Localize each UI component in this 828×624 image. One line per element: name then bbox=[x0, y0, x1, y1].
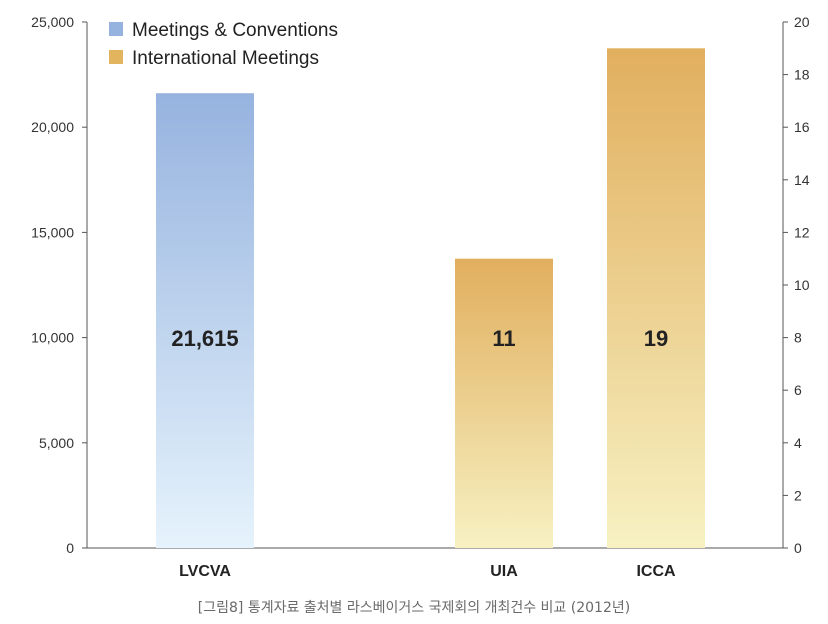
x-tick-label: UIA bbox=[490, 563, 518, 580]
right-tick-label: 20 bbox=[794, 14, 810, 30]
right-tick-label: 10 bbox=[794, 277, 810, 293]
bar-value-label: 19 bbox=[644, 326, 668, 351]
legend-swatch bbox=[109, 22, 123, 36]
legend-label: International Meetings bbox=[132, 48, 319, 69]
right-tick-label: 4 bbox=[794, 435, 802, 451]
bar bbox=[607, 48, 705, 549]
bar bbox=[156, 93, 254, 548]
right-tick-label: 6 bbox=[794, 382, 802, 398]
right-tick-label: 8 bbox=[794, 330, 802, 346]
legend-swatch bbox=[109, 50, 123, 64]
x-tick-label: LVCVA bbox=[179, 563, 231, 580]
bar-value-label: 11 bbox=[492, 326, 515, 351]
right-tick-label: 0 bbox=[794, 540, 802, 556]
chart: 0 5,000 10,000 15,000 20,000 25,000 0 2 4 6 8 10 12 1… bbox=[31, 14, 810, 580]
chart-caption: [그림8] 통계자료 출처별 라스베이거스 국제회의 개최건수 비교 (2012… bbox=[197, 600, 631, 616]
right-tick-label: 12 bbox=[794, 224, 810, 240]
left-tick-label: 10,000 bbox=[31, 330, 74, 346]
bars: 21,615 11 19 bbox=[156, 48, 705, 549]
right-tick-label: 18 bbox=[794, 67, 810, 83]
x-tick-label: ICCA bbox=[636, 563, 676, 580]
left-tick-label: 5,000 bbox=[39, 435, 74, 451]
left-tick-label: 0 bbox=[66, 540, 74, 556]
right-tick-label: 16 bbox=[794, 119, 810, 135]
legend: Meetings & Conventions International Meet… bbox=[109, 20, 338, 69]
left-tick-label: 25,000 bbox=[31, 14, 74, 30]
left-tick-label: 20,000 bbox=[31, 119, 74, 135]
right-tick-label: 14 bbox=[794, 172, 810, 188]
bar bbox=[455, 258, 553, 548]
right-tick-label: 2 bbox=[794, 487, 802, 503]
legend-label: Meetings & Conventions bbox=[132, 20, 338, 41]
bar-value-label: 21,615 bbox=[171, 326, 238, 351]
left-tick-label: 15,000 bbox=[31, 224, 74, 240]
axes: 0 5,000 10,000 15,000 20,000 25,000 0 2 4 6 8 10 12 1… bbox=[31, 14, 810, 580]
